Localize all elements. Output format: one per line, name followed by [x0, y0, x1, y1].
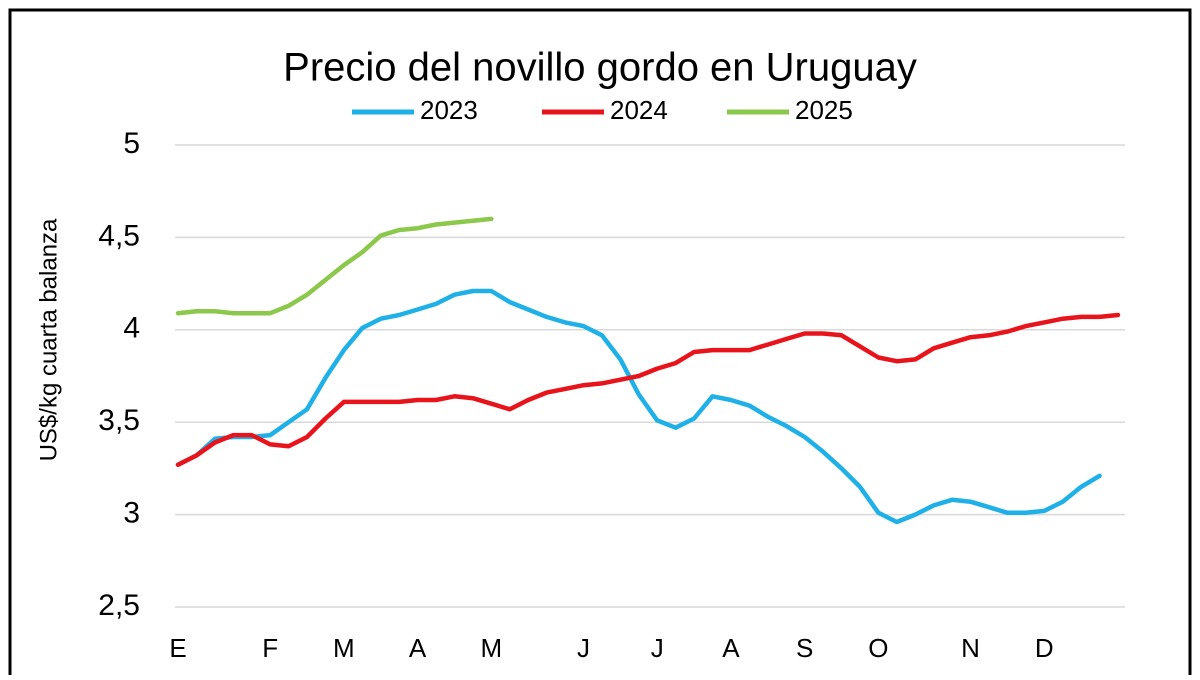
y-tick-label: 3,5: [98, 404, 140, 437]
x-tick-label: S: [796, 633, 813, 663]
x-tick-label: F: [262, 633, 278, 663]
chart-title: Precio del novillo gordo en Uruguay: [283, 46, 917, 90]
series-line: [175, 216, 494, 316]
x-tick-label: D: [1035, 633, 1054, 663]
x-tick-label: M: [480, 633, 502, 663]
y-tick-label: 4,5: [98, 219, 140, 252]
series-line: [175, 312, 1121, 467]
legend-label: 2024: [610, 95, 668, 125]
x-tick-label: J: [651, 633, 664, 663]
y-axis-label: US$/kg cuarta balanza: [35, 218, 62, 461]
x-tick-label: M: [333, 633, 355, 663]
legend-label: 2025: [795, 95, 853, 125]
series-line: [175, 288, 1102, 525]
y-tick-label: 4: [123, 312, 140, 345]
x-tick-label: A: [722, 633, 740, 663]
legend-label: 2023: [420, 95, 478, 125]
x-tick-label: E: [169, 633, 186, 663]
y-tick-label: 3: [123, 497, 140, 530]
y-tick-label: 2,5: [98, 589, 140, 622]
x-tick-label: A: [409, 633, 427, 663]
x-tick-label: N: [961, 633, 980, 663]
chart-frame: [8, 8, 1192, 680]
y-tick-label: 5: [123, 127, 140, 160]
x-tick-label: J: [577, 633, 590, 663]
x-tick-label: O: [868, 633, 888, 663]
